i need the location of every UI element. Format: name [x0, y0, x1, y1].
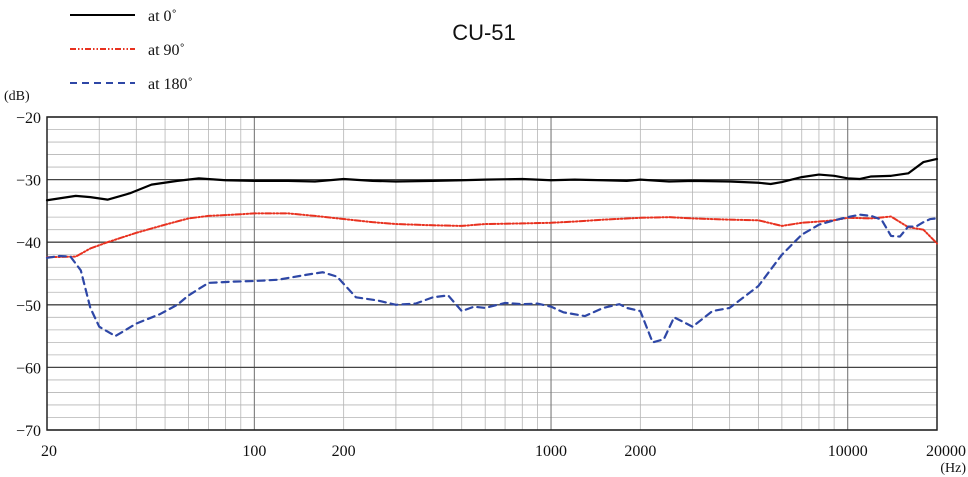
legend: at 0˚ at 90˚ at 180˚	[70, 8, 193, 93]
y-tick-label: −30	[16, 173, 41, 190]
y-tick-label: −50	[16, 298, 41, 315]
plot-area	[47, 117, 937, 430]
plot-frame	[46, 116, 938, 431]
legend-label-at-0: at 0˚	[148, 8, 177, 25]
x-tick-label: 100	[242, 443, 266, 460]
grid	[46, 116, 938, 431]
y-tick-label: −40	[16, 235, 41, 252]
x-tick-label: 1000	[535, 443, 567, 460]
y-tick-label: −20	[16, 110, 41, 127]
y-axis-unit-label: (dB)	[4, 89, 30, 104]
chart-title: CU-51	[452, 20, 516, 45]
x-tick-label: 20	[41, 443, 57, 460]
x-tick-label: 10000	[828, 443, 868, 460]
x-axis-unit-label: (Hz)	[940, 461, 966, 476]
y-tick-label: −70	[16, 423, 41, 440]
x-tick-label: 2000	[624, 443, 656, 460]
x-tick-label: 20000	[926, 443, 966, 460]
y-tick-label: −60	[16, 360, 41, 377]
legend-label-at-90: at 90˚	[148, 42, 185, 59]
series-line-1	[46, 212, 938, 259]
series-lines	[45, 157, 939, 344]
legend-label-at-180: at 180˚	[148, 76, 193, 93]
series-line-2	[45, 213, 939, 344]
series-line-0	[45, 157, 939, 202]
x-tick-label: 200	[332, 443, 356, 460]
